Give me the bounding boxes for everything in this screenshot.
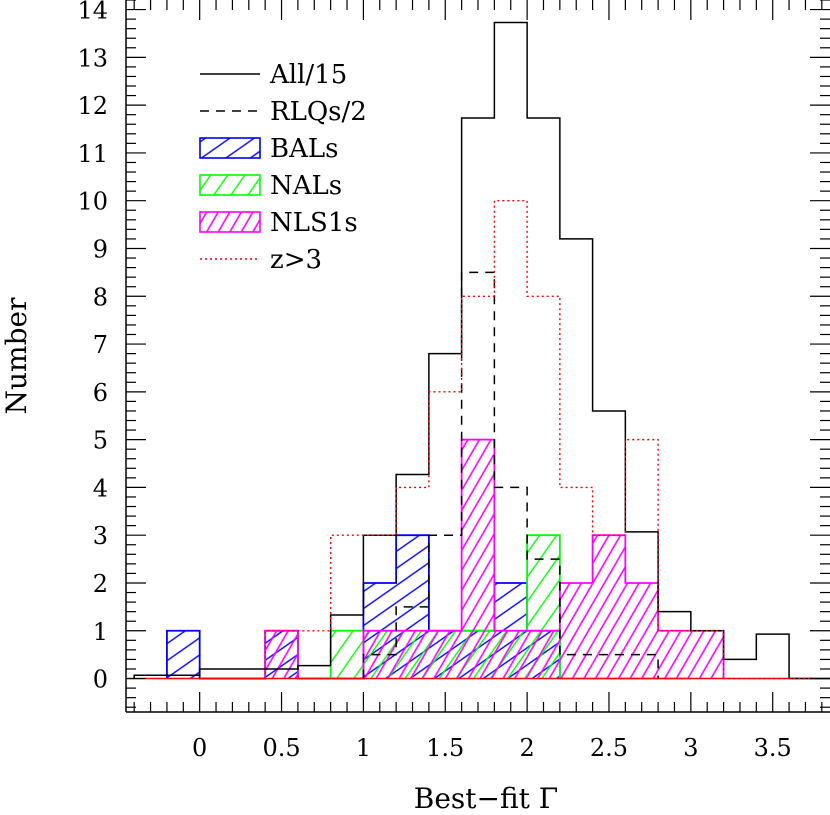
x-tick-label: 1.5 — [426, 734, 464, 762]
y-tick-label: 10 — [77, 188, 108, 216]
y-tick-label: 1 — [93, 618, 108, 646]
nls1s-bar — [428, 630, 462, 679]
legend-label: All/15 — [269, 60, 347, 90]
legend-swatch — [199, 137, 261, 159]
nals-bar — [330, 630, 364, 679]
hatched-series-layer — [166, 438, 725, 680]
y-tick-label: 3 — [93, 522, 108, 550]
legend-item-rlqs-2: RLQs/2 — [200, 97, 367, 127]
nls1s-bar — [658, 630, 691, 679]
y-tick-label: 7 — [93, 331, 108, 359]
series-nls1s — [264, 438, 725, 680]
legend: All/15 RLQs/2 BALs NALs NLS1s z>3 — [199, 60, 367, 275]
x-tick-label: 0 — [192, 734, 207, 762]
y-axis-title: Number — [0, 297, 33, 415]
legend-item-nls1s: NLS1s — [199, 208, 358, 238]
y-tick-label: 12 — [77, 92, 108, 120]
nls1s-bar — [592, 535, 626, 679]
y-tick-label: 5 — [93, 427, 108, 455]
nls1s-bar — [527, 630, 560, 679]
nls1s-bar — [625, 582, 659, 679]
y-tick-label: 11 — [77, 140, 108, 168]
legend-item-nals: NALs — [199, 171, 342, 201]
legend-item-all-15: All/15 — [200, 60, 347, 90]
y-tick-label: 13 — [77, 44, 108, 72]
legend-label: RLQs/2 — [270, 97, 367, 127]
legend-swatch — [199, 174, 261, 196]
y-tick-label: 0 — [93, 666, 108, 694]
nls1s-bar — [265, 630, 298, 679]
nls1s-bar — [494, 630, 528, 679]
y-tick-label: 2 — [93, 570, 108, 598]
y-tick-label: 4 — [93, 474, 108, 502]
bals-bar — [166, 630, 200, 679]
series-rlqs-2 — [362, 271, 659, 679]
legend-item-bals: BALs — [199, 134, 339, 164]
legend-label: z>3 — [270, 245, 322, 275]
y-tick-label: 14 — [77, 0, 108, 25]
y-tick-label: 9 — [93, 235, 108, 263]
x-tick-label: 2 — [519, 734, 534, 762]
legend-swatch — [199, 211, 261, 233]
y-tick-label: 6 — [93, 379, 108, 407]
nls1s-bar — [690, 630, 724, 679]
line-series-layer — [126, 21, 830, 680]
x-tick-label: 3.5 — [754, 734, 792, 762]
y-tick-label: 8 — [93, 283, 108, 311]
x-tick-label: 1 — [356, 734, 371, 762]
legend-label: NALs — [270, 171, 342, 201]
nls1s-bar — [461, 439, 495, 679]
series-z-3 — [264, 199, 830, 680]
nls1s-bar — [559, 582, 593, 679]
x-tick-label: 0.5 — [262, 734, 300, 762]
legend-label: BALs — [270, 134, 339, 164]
legend-label: NLS1s — [270, 208, 358, 238]
legend-item-z-3: z>3 — [200, 245, 322, 275]
x-tick-label: 3 — [683, 734, 698, 762]
x-tick-label: 2.5 — [590, 734, 628, 762]
nls1s-bar — [396, 630, 429, 679]
x-axis-title: Best−fit Γ — [414, 782, 558, 815]
